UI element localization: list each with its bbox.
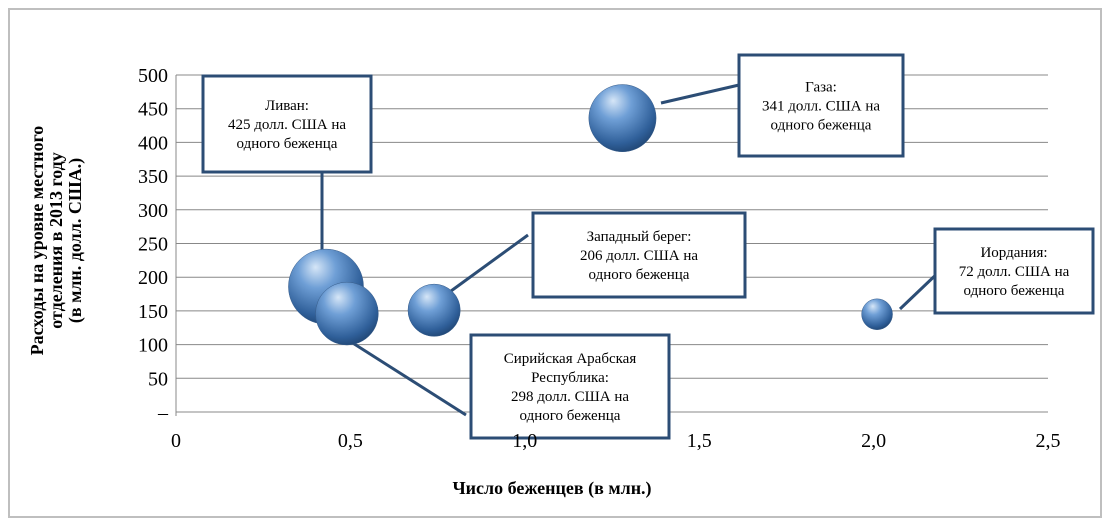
callout-leader-line bbox=[347, 338, 467, 417]
y-tick-label: 400 bbox=[138, 132, 168, 154]
y-tick-label: 450 bbox=[138, 99, 168, 121]
callout-text: одного беженца bbox=[589, 267, 690, 283]
y-tick-label: 300 bbox=[138, 200, 168, 222]
bubble-chart: Ливан: 425 долл. США на одного беженца Сири… bbox=[27, 53, 1095, 499]
y-axis-title-line: (в млн. долл. США.) bbox=[65, 158, 86, 323]
callout-text: Республика: bbox=[531, 370, 609, 386]
callout-box bbox=[531, 211, 747, 299]
bubble-1 bbox=[315, 281, 379, 346]
callout-text: Иордания: bbox=[980, 245, 1047, 261]
callout-text: одного беженца bbox=[520, 408, 621, 424]
callout-text: Западный берег: bbox=[587, 229, 692, 245]
callout-text: одного беженца bbox=[964, 283, 1065, 299]
y-tick-label: – bbox=[157, 402, 169, 424]
y-tick-label: 200 bbox=[138, 267, 168, 289]
x-tick-label: 1,5 bbox=[687, 430, 712, 452]
callout-leader-line bbox=[439, 233, 529, 301]
bubble-4 bbox=[861, 298, 893, 330]
y-tick-label: 100 bbox=[138, 335, 168, 357]
y-tick-label: 250 bbox=[138, 234, 168, 256]
callout-text: 425 долл. США на bbox=[228, 117, 346, 133]
x-tick-label: 0 bbox=[171, 430, 181, 452]
x-axis-title: Число беженцев (в млн.) bbox=[452, 478, 651, 499]
y-tick-label: 150 bbox=[138, 301, 168, 323]
x-tick-label: 0,5 bbox=[338, 430, 363, 452]
x-tick-label: 1,0 bbox=[512, 430, 537, 452]
y-tick-label: 350 bbox=[138, 166, 168, 188]
callout-text: Ливан: bbox=[265, 98, 309, 114]
bubble-3 bbox=[588, 84, 657, 152]
callout-box bbox=[201, 74, 373, 174]
x-tick-label: 2,0 bbox=[861, 430, 886, 452]
y-axis-title-line: отделения в 2013 году bbox=[46, 152, 66, 329]
callout-text: Сирийская Арабская bbox=[504, 351, 637, 367]
chart-frame: Ливан: 425 долл. США на одного беженца Сири… bbox=[8, 8, 1102, 518]
callout-text: одного беженца bbox=[771, 118, 872, 134]
callout-text: 298 долл. США на bbox=[511, 389, 629, 405]
callout-text: 72 долл. США на bbox=[959, 264, 1070, 280]
y-axis-title-line: Расходы на уровне местного bbox=[27, 126, 47, 356]
bubble-2 bbox=[407, 283, 461, 337]
callouts: Ливан: 425 долл. США на одного беженца Сири… bbox=[201, 53, 1095, 440]
callout-box bbox=[933, 227, 1095, 315]
callout-box bbox=[469, 333, 671, 440]
bubbles bbox=[288, 84, 893, 346]
x-tick-label: 2,5 bbox=[1036, 430, 1061, 452]
y-tick-label: 50 bbox=[148, 368, 168, 390]
y-tick-label: 500 bbox=[138, 65, 168, 87]
callout-leader-line bbox=[660, 83, 740, 105]
callout-text: 341 долл. США на bbox=[762, 99, 880, 115]
callout-text: одного беженца bbox=[237, 136, 338, 152]
tick-labels: – 50 100 150 200 250 300 350 400 450 500 0 0,5 1,0 1,5… bbox=[27, 65, 1061, 499]
callout-box bbox=[737, 53, 905, 158]
callout-text: Газа: bbox=[805, 80, 837, 96]
callout-text: 206 долл. США на bbox=[580, 248, 698, 264]
